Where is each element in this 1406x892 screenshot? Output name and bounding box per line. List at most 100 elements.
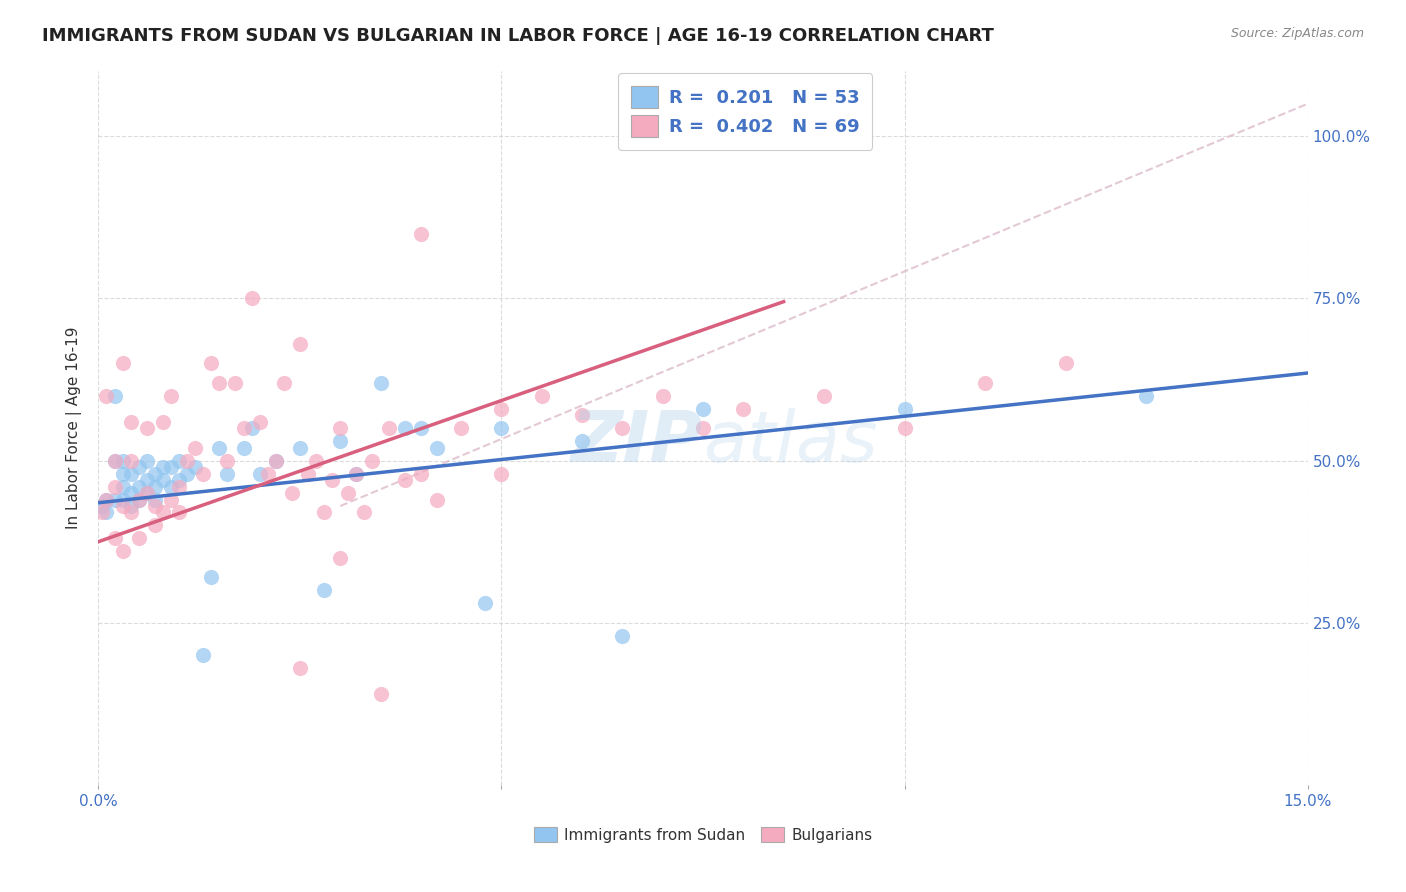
Point (571, 408, 593, 422)
Point (232, 421, 254, 435)
Point (103, 453, 125, 467)
Point (103, 453, 125, 467)
Point (224, 376, 246, 390)
Point (612, 629, 634, 643)
Point (152, 473, 174, 487)
Point (120, 506, 142, 520)
Point (491, 401, 513, 416)
Point (176, 453, 198, 467)
Point (160, 479, 183, 493)
Point (167, 453, 190, 467)
Y-axis label: In Labor Force | Age 16-19: In Labor Force | Age 16-19 (66, 326, 83, 530)
Point (167, 473, 190, 487)
Point (288, 661, 311, 675)
Point (120, 499, 142, 513)
Point (160, 389, 183, 403)
Point (651, 389, 673, 403)
Point (160, 492, 183, 507)
Point (120, 467, 142, 481)
Point (353, 506, 375, 520)
Point (409, 421, 432, 435)
Point (143, 518, 166, 533)
Point (135, 486, 157, 500)
Point (232, 441, 254, 455)
Point (217, 467, 239, 481)
Point (474, 596, 496, 610)
Point (450, 421, 472, 435)
Point (135, 473, 157, 487)
Point (111, 356, 134, 370)
Point (193, 648, 215, 663)
Point (370, 687, 392, 701)
Point (111, 467, 134, 481)
Point (813, 389, 835, 403)
Point (143, 499, 166, 513)
Point (91, 506, 114, 520)
Point (264, 453, 287, 467)
Point (409, 227, 432, 241)
Point (1135, 389, 1157, 403)
Point (426, 492, 449, 507)
Point (152, 460, 174, 475)
Point (329, 421, 352, 435)
Text: IMMIGRANTS FROM SUDAN VS BULGARIAN IN LABOR FORCE | AGE 16-19 CORRELATION CHART: IMMIGRANTS FROM SUDAN VS BULGARIAN IN LA… (42, 27, 994, 45)
Point (91, 499, 114, 513)
Point (491, 421, 513, 435)
Point (1054, 356, 1077, 370)
Point (305, 453, 328, 467)
Point (571, 434, 593, 449)
Point (120, 453, 142, 467)
Point (893, 401, 915, 416)
Point (120, 486, 142, 500)
Point (200, 570, 222, 584)
Point (409, 467, 432, 481)
Point (160, 460, 183, 475)
Point (167, 506, 190, 520)
Point (733, 401, 755, 416)
Point (103, 389, 125, 403)
Point (394, 473, 416, 487)
Point (128, 532, 150, 546)
Point (128, 492, 150, 507)
Point (135, 421, 157, 435)
Point (329, 550, 352, 565)
Point (249, 415, 271, 429)
Point (337, 486, 360, 500)
Point (329, 434, 352, 449)
Point (152, 506, 174, 520)
Point (240, 421, 263, 435)
Point (143, 492, 166, 507)
Point (184, 460, 207, 475)
Point (344, 467, 367, 481)
Point (128, 492, 150, 507)
Point (208, 441, 231, 455)
Point (288, 441, 311, 455)
Point (394, 421, 416, 435)
Point (256, 467, 278, 481)
Text: Source: ZipAtlas.com: Source: ZipAtlas.com (1230, 27, 1364, 40)
Point (120, 415, 142, 429)
Point (344, 467, 367, 481)
Point (692, 401, 714, 416)
Point (321, 473, 343, 487)
Point (96, 389, 118, 403)
Point (193, 467, 215, 481)
Point (281, 486, 304, 500)
Point (240, 292, 263, 306)
Point (103, 492, 125, 507)
Point (111, 499, 134, 513)
Point (96, 492, 118, 507)
Point (273, 376, 295, 390)
Point (426, 441, 449, 455)
Point (103, 532, 125, 546)
Point (167, 479, 190, 493)
Point (314, 583, 336, 598)
Point (96, 492, 118, 507)
Point (288, 336, 311, 351)
Point (111, 453, 134, 467)
Point (135, 486, 157, 500)
Point (974, 376, 997, 390)
Point (111, 479, 134, 493)
Point (176, 467, 198, 481)
Point (612, 421, 634, 435)
